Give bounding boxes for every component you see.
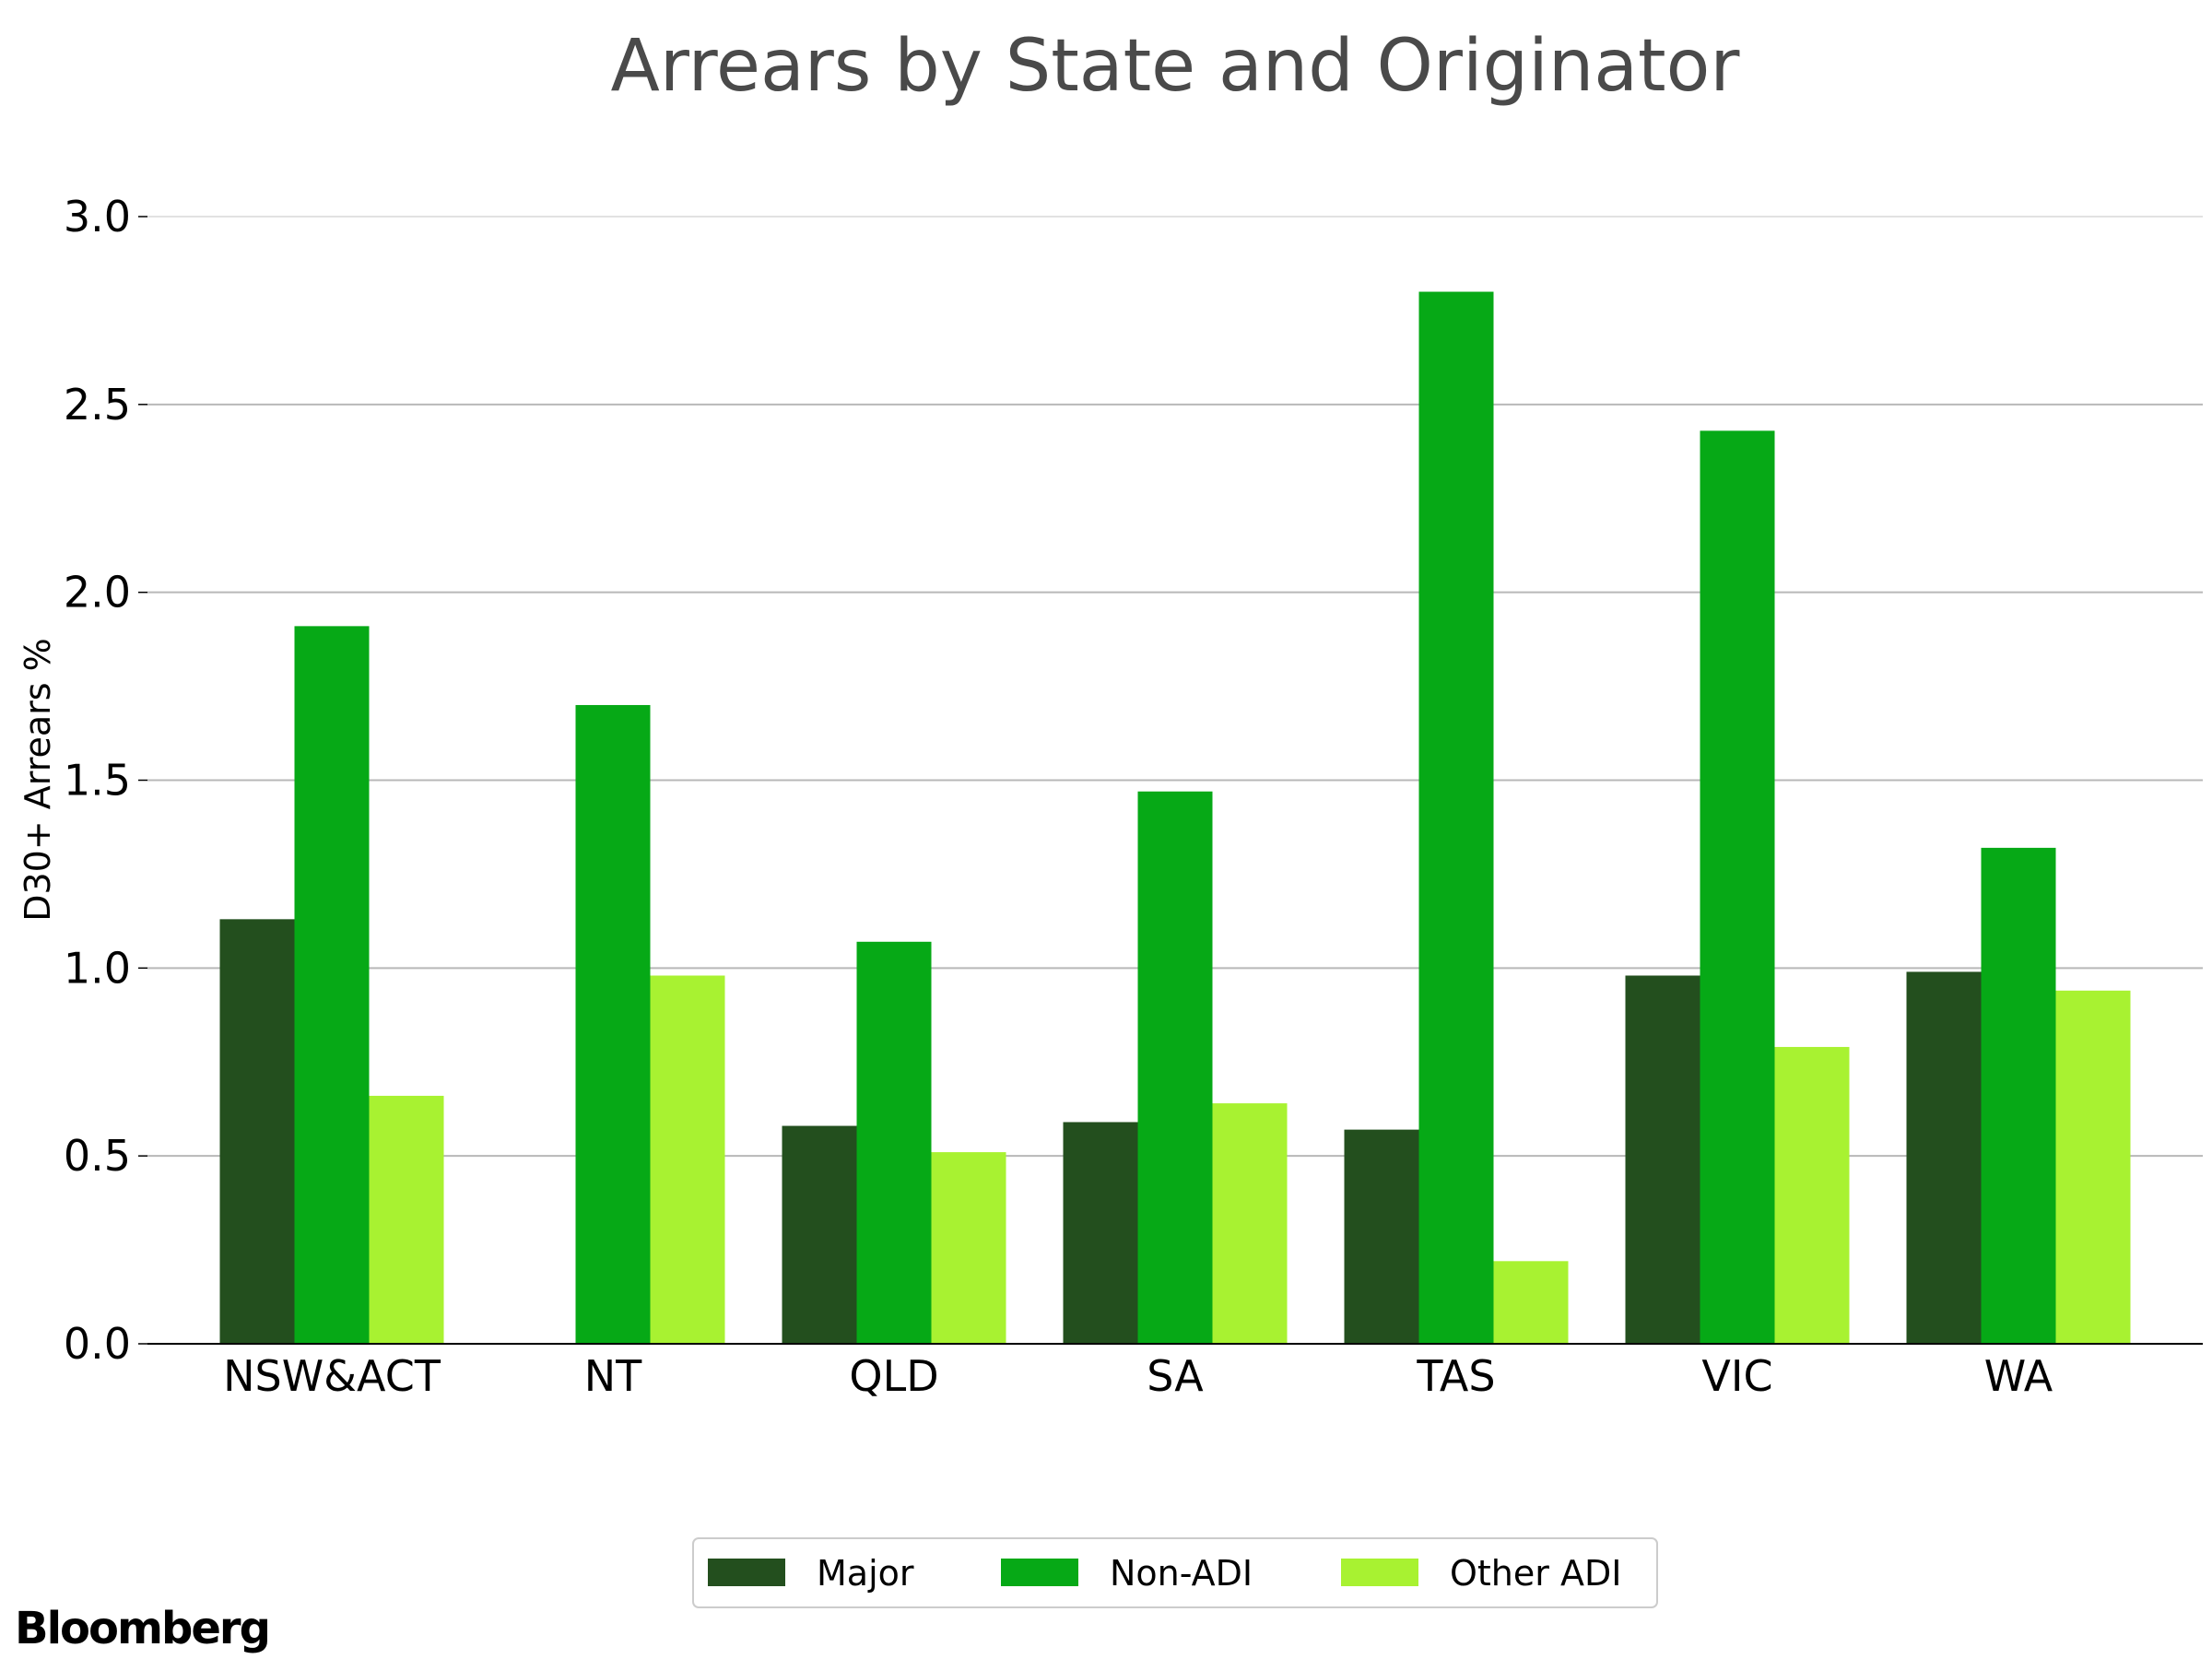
legend-swatch — [1341, 1559, 1418, 1586]
legend-label: Other ADI — [1450, 1553, 1621, 1594]
legend: Major Non-ADI Other ADI — [692, 1537, 1658, 1608]
bar-major-qld — [782, 1125, 857, 1344]
bar-other-adi-sa — [1212, 1103, 1288, 1344]
x-tick-label: NSW&ACT — [223, 1351, 441, 1401]
x-tick-label: QLD — [849, 1351, 938, 1401]
bar-other-adi-wa — [2055, 990, 2131, 1344]
bar-other-adi-vic — [1774, 1046, 1850, 1344]
bar-other-adi-qld — [931, 1152, 1006, 1344]
axes: 0.0 0.5 1.0 1.5 2.0 2.5 3.0 NSW&ACT NT QLD SA TAS VI… — [64, 192, 2203, 1401]
bar-non-adi-sa — [1137, 791, 1213, 1344]
chart-title: Arrears by State and Originator — [611, 25, 1741, 108]
y-tick-label: 1.5 — [64, 756, 131, 806]
bar-major-nsw-act — [219, 919, 295, 1344]
legend-swatch — [1001, 1559, 1078, 1586]
bar-major-vic — [1625, 975, 1700, 1344]
x-tick-label: VIC — [1701, 1351, 1772, 1401]
y-tick-label: 2.0 — [64, 568, 131, 618]
x-tick-label: WA — [1984, 1351, 2053, 1401]
y-tick-label: 3.0 — [64, 192, 131, 241]
bar-major-tas — [1344, 1129, 1419, 1344]
y-tick-label: 0.0 — [64, 1319, 131, 1369]
y-tick-label: 0.5 — [64, 1131, 131, 1181]
bar-other-adi-tas — [1493, 1261, 1569, 1344]
bar-non-adi-nt — [575, 704, 651, 1344]
legend-label: Major — [817, 1553, 914, 1594]
legend-frame — [692, 1537, 1658, 1608]
bar-non-adi-nsw-act — [294, 626, 370, 1344]
gridlines — [147, 216, 2203, 1158]
x-tick-label: TAS — [1416, 1351, 1495, 1401]
bar-non-adi-tas — [1418, 291, 1494, 1344]
bar-other-adi-nt — [650, 975, 725, 1344]
legend-label: Non-ADI — [1110, 1553, 1253, 1594]
bar-major-wa — [1906, 971, 1982, 1344]
bar-non-adi-vic — [1700, 430, 1775, 1344]
bar-major-sa — [1063, 1122, 1138, 1344]
y-axis-label: D30+ Arrears % — [18, 638, 58, 922]
y-tick-label: 2.5 — [64, 380, 131, 429]
bars — [219, 291, 2131, 1344]
bar-non-adi-qld — [856, 941, 932, 1344]
y-tick-label: 1.0 — [64, 943, 131, 993]
bloomberg-logo: Bloomberg — [15, 1603, 269, 1654]
bar-other-adi-nsw-act — [369, 1095, 444, 1344]
x-tick-label: NT — [584, 1351, 642, 1401]
bar-non-adi-wa — [1981, 847, 2056, 1344]
x-tick-label: SA — [1147, 1351, 1204, 1401]
legend-swatch — [708, 1559, 785, 1586]
